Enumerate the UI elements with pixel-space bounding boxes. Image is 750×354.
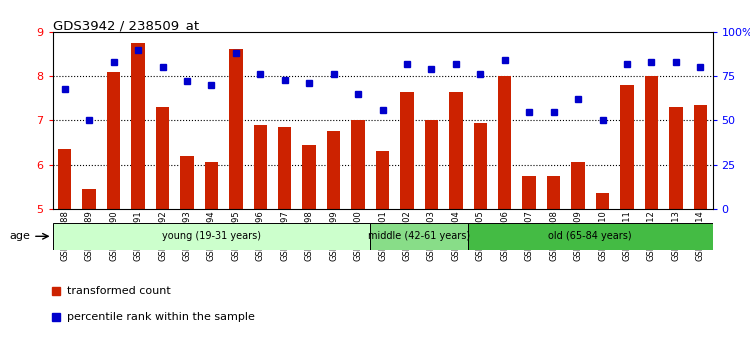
Bar	[376, 152, 389, 209]
Text: middle (42-61 years): middle (42-61 years)	[368, 231, 470, 241]
Bar	[180, 156, 194, 209]
Bar	[400, 92, 414, 209]
Bar	[302, 145, 316, 209]
Bar	[351, 120, 364, 209]
Bar	[694, 105, 707, 209]
Bar	[82, 189, 96, 209]
Bar	[547, 176, 560, 209]
Bar	[254, 125, 267, 209]
Bar	[449, 92, 463, 209]
Bar	[645, 76, 658, 209]
Text: percentile rank within the sample: percentile rank within the sample	[67, 312, 255, 322]
Bar	[370, 223, 468, 250]
Bar	[58, 149, 71, 209]
Bar	[156, 107, 170, 209]
Bar	[468, 223, 712, 250]
Bar	[572, 162, 585, 209]
Bar	[669, 107, 682, 209]
Bar	[596, 193, 609, 209]
Text: young (19-31 years): young (19-31 years)	[162, 231, 261, 241]
Bar	[107, 72, 120, 209]
Bar	[327, 131, 340, 209]
Bar	[205, 162, 218, 209]
Bar	[523, 176, 536, 209]
Bar	[620, 85, 634, 209]
Bar	[53, 223, 370, 250]
Text: old (65-84 years): old (65-84 years)	[548, 231, 632, 241]
Bar	[131, 43, 145, 209]
Bar	[498, 76, 512, 209]
Bar	[278, 127, 292, 209]
Bar	[473, 122, 487, 209]
Bar	[229, 49, 242, 209]
Text: transformed count: transformed count	[67, 286, 171, 296]
Bar	[424, 120, 438, 209]
Text: GDS3942 / 238509_at: GDS3942 / 238509_at	[53, 19, 199, 33]
Text: age: age	[9, 231, 30, 241]
